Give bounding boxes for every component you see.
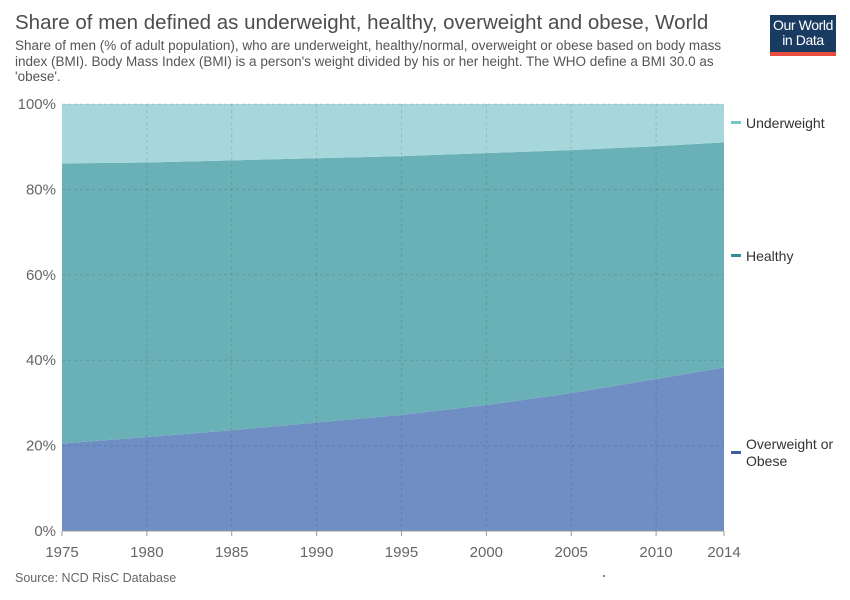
x-axis: 1975 1980 1985 1990 1995 2000 2005 2010 2014 bbox=[45, 530, 741, 561]
y-tick-label: 100% bbox=[18, 96, 56, 113]
legend-label-overweight-line2[interactable]: Obese bbox=[746, 453, 787, 469]
y-tick-label: 40% bbox=[26, 352, 56, 369]
x-tick-label: 1980 bbox=[130, 544, 163, 561]
legend-label-underweight[interactable]: Underweight bbox=[746, 115, 825, 131]
x-tick-label: 1995 bbox=[385, 544, 418, 561]
area-healthy[interactable] bbox=[62, 142, 724, 444]
x-tick-label: 2014 bbox=[707, 544, 740, 561]
decorative-dot bbox=[603, 575, 605, 577]
chart-subtitle: Share of men (% of adult population), wh… bbox=[15, 38, 722, 84]
x-tick-label: 2000 bbox=[470, 544, 503, 561]
y-axis: 0% 20% 40% 60% 80% 100% bbox=[18, 96, 56, 540]
grid-overlay bbox=[62, 103, 724, 531]
y-tick-label: 0% bbox=[34, 523, 56, 540]
logo-line-1: Our World bbox=[773, 17, 833, 33]
owid-logo[interactable]: Our World in Data bbox=[770, 15, 836, 56]
legend-label-healthy[interactable]: Healthy bbox=[746, 248, 793, 264]
area-overweight-obese[interactable] bbox=[62, 367, 724, 531]
x-tick-label: 1990 bbox=[300, 544, 333, 561]
x-tick-label: 1985 bbox=[215, 544, 248, 561]
chart-title: Share of men defined as underweight, hea… bbox=[15, 11, 709, 34]
logo-line-2: in Data bbox=[782, 32, 824, 48]
legend-label-overweight-line1[interactable]: Overweight or bbox=[746, 436, 833, 452]
legend-swatch-healthy bbox=[731, 254, 741, 257]
source-note: Source: NCD RisC Database bbox=[15, 571, 177, 585]
legend-swatch-overweight bbox=[731, 451, 741, 454]
y-tick-label: 60% bbox=[26, 267, 56, 284]
area-underweight[interactable] bbox=[62, 104, 724, 164]
x-tick-label: 2010 bbox=[639, 544, 672, 561]
legend-swatch-underweight bbox=[731, 121, 741, 124]
chart-areas bbox=[62, 104, 724, 531]
y-tick-label: 20% bbox=[26, 438, 56, 455]
chart-legend: Underweight Healthy Overweight or Obese bbox=[731, 115, 833, 469]
x-tick-label: 1975 bbox=[45, 544, 78, 561]
x-tick-label: 2005 bbox=[555, 544, 588, 561]
y-tick-label: 80% bbox=[26, 181, 56, 198]
